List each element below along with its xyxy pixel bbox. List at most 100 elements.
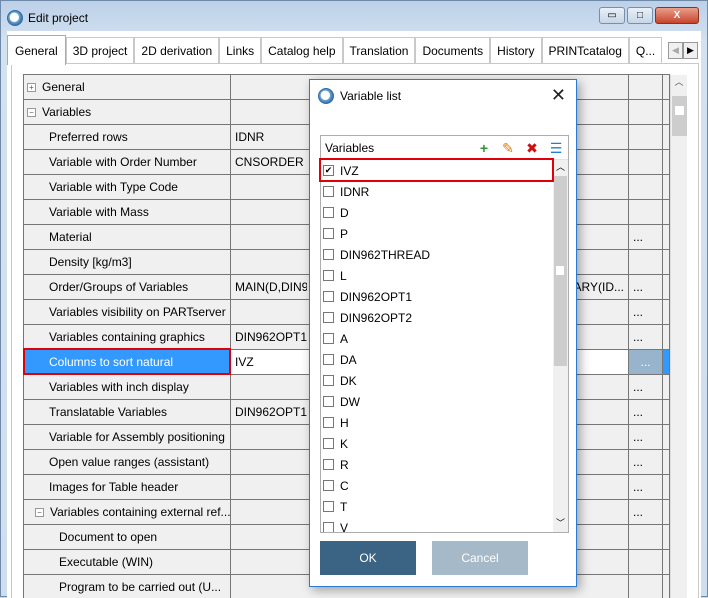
list-item[interactable]: A bbox=[321, 328, 553, 349]
list-item[interactable]: D bbox=[321, 202, 553, 223]
property-name-cell: Variable with Mass bbox=[24, 200, 231, 224]
cancel-button[interactable]: Cancel bbox=[432, 541, 528, 575]
collapse-icon[interactable]: − bbox=[35, 507, 44, 517]
ellipsis-button[interactable]: ... bbox=[629, 325, 663, 349]
checkbox[interactable] bbox=[323, 480, 334, 491]
checkbox[interactable] bbox=[323, 333, 334, 344]
edit-icon[interactable]: ✎ bbox=[502, 139, 514, 156]
tab-2d-derivation[interactable]: 2D derivation bbox=[134, 37, 220, 63]
ellipsis-button[interactable]: ... bbox=[629, 475, 663, 499]
dialog-title: Variable list bbox=[340, 89, 402, 103]
list-item[interactable]: DA bbox=[321, 349, 553, 370]
checkbox[interactable] bbox=[323, 228, 334, 239]
list-item-label: IDNR bbox=[340, 184, 370, 199]
ellipsis-button[interactable]: ... bbox=[629, 425, 663, 449]
property-name: Variables visibility on PARTserver bbox=[49, 305, 226, 319]
checkbox[interactable] bbox=[323, 396, 334, 407]
ellipsis-button[interactable]: ... bbox=[629, 450, 663, 474]
list-item[interactable]: K bbox=[321, 433, 553, 454]
list-item[interactable]: IDNR bbox=[321, 181, 553, 202]
tab-links[interactable]: Links bbox=[219, 37, 262, 63]
scroll-up-icon[interactable]: ︿ bbox=[674, 77, 684, 87]
minimize-button[interactable]: ▭ bbox=[599, 7, 625, 24]
list-item[interactable]: V bbox=[321, 517, 553, 532]
checkbox[interactable]: ✔ bbox=[323, 165, 334, 176]
tab-translation[interactable]: Translation bbox=[342, 37, 416, 63]
list-item[interactable]: DK bbox=[321, 370, 553, 391]
ellipsis-button[interactable]: ... bbox=[629, 225, 663, 249]
list-scroll-down-icon[interactable]: ﹀ bbox=[555, 518, 565, 528]
grid-row[interactable]: Program to be carried out (U... bbox=[24, 575, 669, 598]
list-item[interactable]: DW bbox=[321, 391, 553, 412]
dialog-icon bbox=[318, 88, 334, 104]
property-value-cell bbox=[231, 200, 629, 224]
scroll-thumb[interactable] bbox=[672, 96, 687, 136]
tab-history[interactable]: History bbox=[490, 37, 542, 63]
list-item[interactable]: T bbox=[321, 496, 553, 517]
property-name: Variable with Order Number bbox=[49, 155, 197, 169]
list-item[interactable]: P bbox=[321, 223, 553, 244]
ellipsis-button[interactable]: ... bbox=[629, 350, 663, 374]
row-end-cell bbox=[663, 550, 669, 574]
add-icon[interactable]: + bbox=[479, 140, 489, 156]
property-value-cell bbox=[231, 75, 629, 99]
tab-scroll-left-icon[interactable]: ◀ bbox=[668, 42, 683, 59]
list-item[interactable]: DIN962OPT2 bbox=[321, 307, 553, 328]
close-button[interactable]: X bbox=[655, 7, 699, 24]
checkbox[interactable] bbox=[323, 522, 334, 532]
property-name-cell: Variable with Type Code bbox=[24, 175, 231, 199]
list-item[interactable]: DIN962OPT1 bbox=[321, 286, 553, 307]
checkbox[interactable] bbox=[323, 375, 334, 386]
list-scroll-up-icon[interactable]: ︿ bbox=[555, 162, 565, 172]
checkbox[interactable] bbox=[323, 312, 334, 323]
checkbox[interactable] bbox=[323, 249, 334, 260]
delete-icon[interactable]: ✖ bbox=[526, 139, 538, 156]
row-end-cell bbox=[663, 225, 669, 249]
list-item[interactable]: R bbox=[321, 454, 553, 475]
grid-scrollbar[interactable]: ︿ bbox=[670, 75, 687, 598]
list-item[interactable]: L bbox=[321, 265, 553, 286]
tab-3d-project[interactable]: 3D project bbox=[65, 37, 135, 63]
row-end-cell bbox=[663, 100, 669, 124]
ok-button[interactable]: OK bbox=[320, 541, 416, 575]
ellipsis-button[interactable]: ... bbox=[629, 275, 663, 299]
tab-printcatalog[interactable]: PRINTcatalog bbox=[541, 37, 629, 63]
ellipsis-button bbox=[629, 75, 663, 99]
list-scroll-thumb[interactable] bbox=[554, 176, 567, 366]
tab-catalog-help[interactable]: Catalog help bbox=[261, 37, 343, 63]
checkbox[interactable] bbox=[323, 186, 334, 197]
checkbox[interactable] bbox=[323, 354, 334, 365]
checkbox[interactable] bbox=[323, 207, 334, 218]
tab-general[interactable]: General bbox=[7, 35, 66, 65]
collapse-icon[interactable]: − bbox=[27, 107, 36, 117]
checkbox[interactable] bbox=[323, 270, 334, 281]
list-item-label: A bbox=[340, 331, 349, 346]
property-value: IVZ bbox=[235, 355, 254, 369]
property-value-cell bbox=[231, 450, 629, 474]
checkbox[interactable] bbox=[323, 459, 334, 470]
tab-documents[interactable]: Documents bbox=[415, 37, 491, 63]
list-item[interactable]: ✔ IVZ bbox=[321, 160, 553, 181]
list-item[interactable]: H bbox=[321, 412, 553, 433]
tab-q-[interactable]: Q... bbox=[628, 37, 663, 63]
checkbox[interactable] bbox=[323, 291, 334, 302]
list-scrollbar[interactable]: ︿ ﹀ bbox=[553, 160, 568, 532]
maximize-button[interactable]: □ bbox=[627, 7, 653, 24]
ellipsis-button[interactable]: ... bbox=[629, 500, 663, 524]
list-item[interactable]: C bbox=[321, 475, 553, 496]
list-item[interactable]: DIN962THREAD bbox=[321, 244, 553, 265]
expand-icon[interactable]: + bbox=[27, 82, 36, 92]
ellipsis-button[interactable]: ... bbox=[629, 300, 663, 324]
list-view-icon[interactable]: ☰ bbox=[549, 139, 563, 156]
checkbox[interactable] bbox=[323, 438, 334, 449]
checkbox[interactable] bbox=[323, 501, 334, 512]
dialog-close-icon[interactable]: ✕ bbox=[550, 85, 566, 105]
tab-scroll-right-icon[interactable]: ▶ bbox=[683, 42, 698, 59]
property-value-cell bbox=[231, 550, 629, 574]
property-value-cell bbox=[231, 375, 629, 399]
ellipsis-button[interactable]: ... bbox=[629, 375, 663, 399]
property-value: CNSORDER bbox=[235, 155, 304, 169]
list-item-label: DW bbox=[340, 394, 360, 409]
checkbox[interactable] bbox=[323, 417, 334, 428]
ellipsis-button[interactable]: ... bbox=[629, 400, 663, 424]
